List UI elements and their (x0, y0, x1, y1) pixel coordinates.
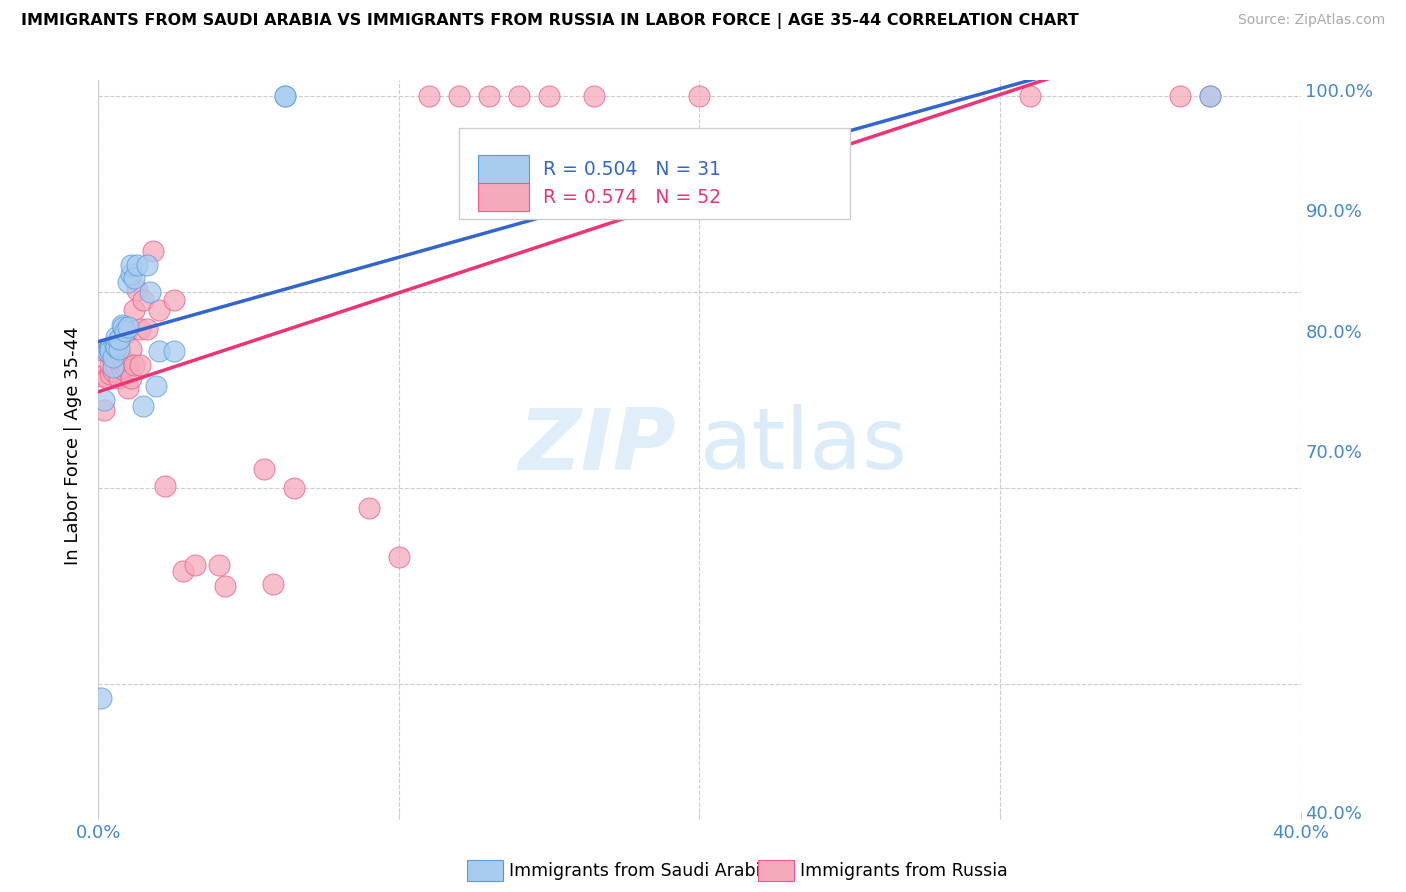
Point (100, 343, 122, 358)
Point (93, 402, 115, 417)
Text: Immigrants from Russia: Immigrants from Russia (800, 862, 1008, 880)
Point (478, 89, 501, 103)
Point (127, 283, 149, 297)
Point (100, 368, 122, 382)
Text: ZIP: ZIP (517, 404, 675, 488)
Point (127, 258, 149, 272)
Point (141, 244, 163, 258)
Point (262, 577, 284, 591)
Point (129, 322, 152, 336)
Point (103, 353, 125, 368)
Point (135, 258, 157, 272)
Point (90, 369, 112, 384)
Point (447, 89, 470, 103)
Point (117, 358, 139, 372)
Point (124, 358, 146, 372)
Point (93, 343, 115, 358)
Point (418, 89, 440, 103)
Point (108, 332, 131, 346)
Point (103, 350, 125, 364)
Point (105, 330, 128, 344)
Text: R = 0.574   N = 52: R = 0.574 N = 52 (543, 187, 721, 207)
Text: R = 0.504   N = 31: R = 0.504 N = 31 (543, 160, 721, 178)
Point (104, 346, 127, 360)
Point (108, 332, 131, 346)
Point (124, 271, 146, 285)
Point (148, 302, 170, 317)
Point (100, 358, 122, 372)
FancyBboxPatch shape (458, 128, 849, 219)
Point (105, 343, 128, 358)
Point (283, 481, 305, 495)
Point (1019, 89, 1042, 103)
Point (117, 381, 139, 395)
Point (96, 371, 118, 385)
Point (115, 326, 138, 341)
Point (111, 318, 134, 333)
Point (103, 363, 125, 377)
Point (148, 343, 170, 358)
Point (208, 558, 231, 572)
Point (111, 361, 134, 376)
Point (538, 89, 561, 103)
Text: Source: ZipAtlas.com: Source: ZipAtlas.com (1237, 13, 1385, 28)
FancyBboxPatch shape (478, 183, 529, 211)
Point (274, 89, 297, 103)
Point (132, 399, 155, 413)
Point (357, 500, 380, 515)
Point (172, 564, 194, 578)
Point (162, 293, 184, 307)
Point (104, 338, 127, 352)
Point (108, 371, 131, 385)
Point (183, 558, 205, 572)
Point (145, 379, 167, 393)
Point (90, 690, 112, 705)
Y-axis label: In Labor Force | Age 35-44: In Labor Force | Age 35-44 (63, 326, 82, 566)
Point (114, 359, 136, 374)
Point (103, 359, 125, 374)
Point (121, 371, 143, 385)
Point (153, 479, 176, 493)
Point (583, 89, 606, 103)
Point (111, 351, 134, 366)
Point (97, 342, 120, 356)
Point (117, 320, 139, 334)
Point (100, 340, 122, 354)
Point (112, 320, 135, 334)
Point (114, 324, 136, 338)
Point (129, 358, 152, 372)
Point (1199, 89, 1222, 103)
Point (508, 89, 530, 103)
Point (132, 293, 155, 307)
Point (121, 258, 143, 272)
Text: Immigrants from Saudi Arabia: Immigrants from Saudi Arabia (509, 862, 770, 880)
Text: IMMIGRANTS FROM SAUDI ARABIA VS IMMIGRANTS FROM RUSSIA IN LABOR FORCE | AGE 35-4: IMMIGRANTS FROM SAUDI ARABIA VS IMMIGRAN… (21, 13, 1078, 29)
Point (96, 343, 118, 358)
Point (121, 268, 143, 282)
FancyBboxPatch shape (478, 155, 529, 183)
Point (121, 342, 143, 356)
Point (274, 89, 297, 103)
Point (108, 342, 131, 356)
Point (162, 343, 184, 358)
Point (253, 461, 276, 475)
Point (135, 322, 157, 336)
Point (1199, 89, 1222, 103)
Point (117, 275, 139, 289)
Point (138, 285, 160, 299)
Text: atlas: atlas (700, 404, 907, 488)
Point (214, 579, 236, 593)
Point (93, 392, 115, 407)
Point (105, 340, 128, 354)
Point (96, 343, 118, 358)
Point (124, 302, 146, 317)
Point (105, 359, 128, 374)
Point (1170, 89, 1192, 103)
Point (388, 549, 411, 564)
Point (689, 89, 711, 103)
